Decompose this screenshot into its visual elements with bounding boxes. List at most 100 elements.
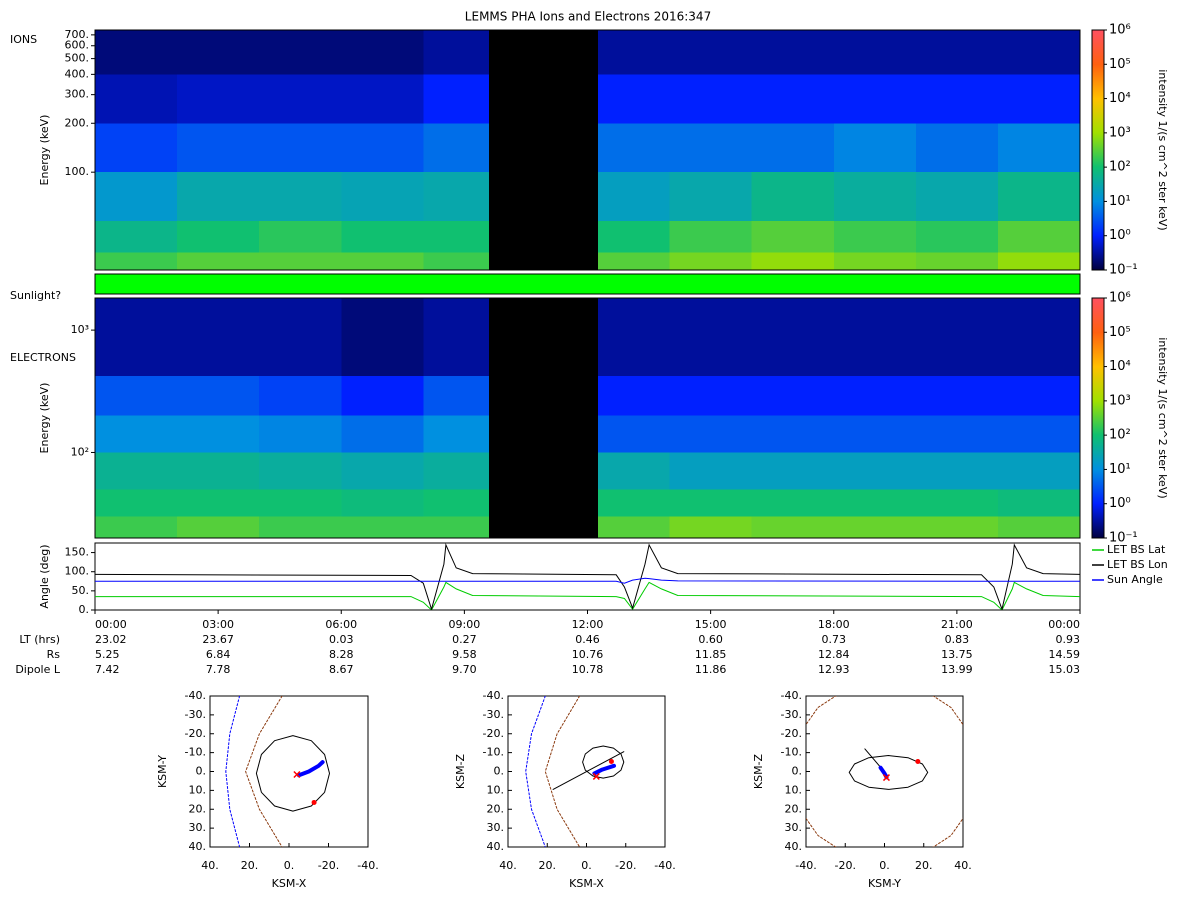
heat-cell (95, 172, 178, 222)
legend-label: LET BS Lon (1107, 558, 1168, 571)
heat-cell (669, 123, 752, 173)
orbit-line (582, 745, 625, 779)
heat-cell (341, 415, 424, 453)
y-tick-label: 10³ (71, 323, 89, 336)
ephemeris-value: 0.27 (452, 633, 477, 646)
position-marker (915, 758, 921, 764)
heat-cell (597, 221, 670, 253)
heat-cell (95, 30, 178, 75)
x-tick-label: -20. (615, 859, 636, 872)
ephemeris-value: 0.46 (575, 633, 600, 646)
plot-frame (94, 542, 1081, 611)
x-axis-label: KSM-Y (868, 877, 901, 890)
heat-cell (915, 172, 998, 222)
heat-cell (597, 452, 670, 490)
plot-frame (94, 297, 1081, 539)
heat-cell (597, 74, 670, 124)
heat-cell (177, 252, 260, 270)
heat-cell (423, 30, 489, 75)
y-tick-label: 10² (71, 445, 89, 458)
y-tick-label: -10. (185, 746, 206, 759)
orbit-line (225, 696, 241, 847)
y-tick-label: 40. (785, 840, 803, 853)
heat-cell (259, 30, 342, 75)
x-tick-label: 09:00 (449, 618, 481, 631)
colorbar-tick-label: 10⁰ (1109, 496, 1131, 511)
x-tick-label: 12:00 (572, 618, 604, 631)
sunlight-label: Sunlight? (10, 289, 61, 302)
y-tick-label: 0. (79, 603, 90, 616)
ephemeris-value: 7.42 (95, 663, 120, 676)
y-tick-label: 50. (72, 584, 90, 597)
heat-cell (259, 172, 342, 222)
heat-cell (597, 30, 670, 75)
heat-cell (95, 452, 178, 490)
colorbar-tick-label: 10⁻¹ (1109, 531, 1138, 546)
heat-cell (95, 252, 178, 270)
y-tick-label: 10. (785, 783, 803, 796)
x-tick-label: -40. (654, 859, 675, 872)
heat-cell (997, 452, 1080, 490)
y-axis-label: KSM-Y (156, 755, 169, 788)
colorbar-label: intensity 1/(s cm^2 ster keV) (1156, 337, 1169, 498)
heat-cell (423, 489, 489, 517)
heat-cell (751, 123, 834, 173)
heat-cell (95, 516, 178, 538)
heat-cell (177, 74, 260, 124)
y-tick-label: 40. (189, 840, 207, 853)
heat-cell (915, 298, 998, 377)
colorbar-tick-label: 10⁵ (1109, 57, 1131, 72)
heat-cell (95, 489, 178, 517)
x-tick-label: 40. (499, 859, 517, 872)
y-tick-label: 600. (65, 39, 90, 52)
heat-cell (423, 452, 489, 490)
heat-cell (423, 221, 489, 253)
heat-cell (259, 123, 342, 173)
y-tick-label: -40. (483, 689, 504, 702)
colorbar-tick-label: 10⁰ (1109, 228, 1131, 243)
heat-cell (341, 376, 424, 416)
x-tick-label: 18:00 (818, 618, 850, 631)
x-axis-label: KSM-X (569, 877, 604, 890)
x-tick-label: 40. (954, 859, 972, 872)
colorbar-tick-label: 10⁻¹ (1109, 263, 1138, 278)
heat-cell (915, 489, 998, 517)
heat-cell (833, 172, 916, 222)
ephemeris-value: 0.60 (698, 633, 723, 646)
x-tick-label: 40. (201, 859, 219, 872)
heat-cell (423, 123, 489, 173)
heat-cell (997, 415, 1080, 453)
heat-cell (177, 516, 260, 538)
heat-cell (833, 123, 916, 173)
position-marker (311, 799, 317, 805)
y-tick-label: 40. (487, 840, 505, 853)
heat-cell (833, 452, 916, 490)
ephemeris-value: 0.73 (822, 633, 847, 646)
ephemeris-value: 0.93 (1056, 633, 1081, 646)
ephemeris-value: 13.99 (941, 663, 973, 676)
heat-cell (597, 252, 670, 270)
heat-cell (259, 221, 342, 253)
orbit-line (592, 763, 616, 776)
y-axis-label: KSM-Z (454, 753, 467, 789)
legend-label: Sun Angle (1107, 573, 1163, 586)
heat-cell (423, 298, 489, 377)
ephemeris-value: 7.78 (206, 663, 231, 676)
orbit-line (525, 696, 546, 847)
heat-cell (997, 74, 1080, 124)
x-tick-label: 0. (581, 859, 592, 872)
heat-cell (915, 221, 998, 253)
heat-cell (669, 30, 752, 75)
heat-cell (997, 30, 1080, 75)
heat-cell (259, 74, 342, 124)
heat-cell (751, 30, 834, 75)
heat-cell (669, 516, 752, 538)
heat-cell (751, 252, 834, 270)
ephemeris-value: 6.84 (206, 648, 231, 661)
ephemeris-value: 12.84 (818, 648, 850, 661)
heat-cell (597, 172, 670, 222)
heat-cell (341, 30, 424, 75)
ephemeris-value: 11.85 (695, 648, 727, 661)
heat-cell (341, 123, 424, 173)
